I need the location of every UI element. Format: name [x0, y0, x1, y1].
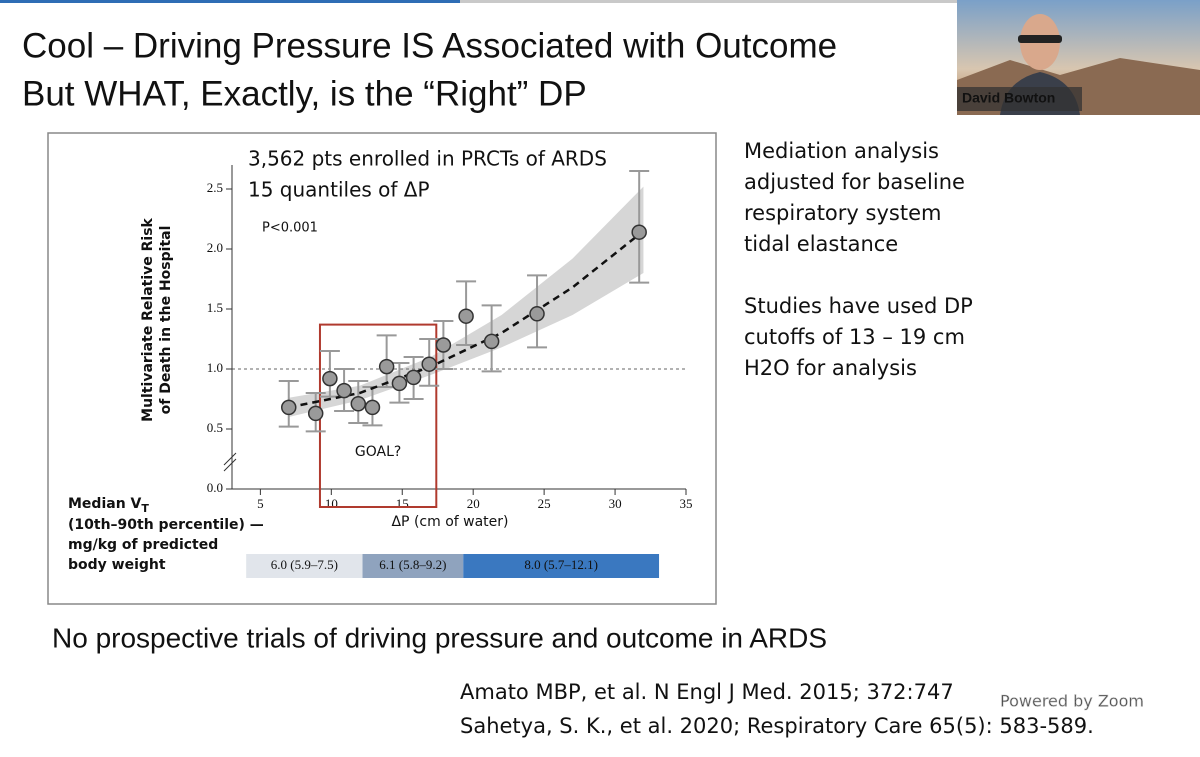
- reference: Sahetya, S. K., et al. 2020; Respiratory…: [460, 714, 1094, 738]
- point: [378, 358, 395, 375]
- goal-label: GOAL?: [355, 444, 401, 460]
- axis-break: [223, 452, 237, 472]
- x-tick-label: 35: [680, 496, 693, 511]
- point: [435, 337, 452, 353]
- vt-band-label: 6.0 (5.9–7.5): [271, 557, 338, 572]
- notes: Mediation analysis adjusted for baseline r…: [744, 139, 973, 380]
- y-tick-label: 1.0: [207, 360, 223, 375]
- y-tick-label: 2.5: [207, 180, 223, 195]
- point: [281, 399, 297, 416]
- point: [391, 375, 408, 392]
- x-tick-label: 25: [538, 496, 551, 511]
- vt-band: [246, 554, 363, 578]
- vt-band: [463, 554, 660, 578]
- vt-band-label: 8.0 (5.7–12.1): [524, 557, 598, 572]
- x-tick-label: 15: [396, 496, 409, 511]
- note-line: Mediation analysis: [744, 139, 939, 163]
- vt-label-head: Median V: [68, 496, 142, 512]
- statement: No prospective trials of driving pressur…: [52, 622, 827, 653]
- vt-label: Median VT: [68, 496, 149, 515]
- x-tick-label: 20: [467, 496, 480, 511]
- annotation: 3,562 pts enrolled in PRCTs of ARDS: [248, 147, 607, 171]
- y-tick-label: 0.0: [207, 480, 223, 495]
- note-line: Studies have used DP: [744, 294, 973, 318]
- x-tick-label: 30: [609, 496, 622, 511]
- point: [364, 399, 381, 416]
- note-line: cutoffs of 13 – 19 cm: [744, 325, 965, 349]
- slide-title: But WHAT, Exactly, is the “Right” DP: [22, 74, 587, 113]
- vt-label: body weight: [68, 557, 166, 573]
- vt-band-label: 6.1 (5.8–9.2): [379, 557, 446, 572]
- y-tick-label: 2.0: [207, 240, 223, 255]
- point: [322, 370, 338, 387]
- note-line: adjusted for baseline: [744, 170, 965, 194]
- point: [631, 224, 647, 240]
- vt-band: [362, 554, 464, 578]
- y-axis-label: of Death in the Hospital: [158, 226, 174, 415]
- y-axis-label: Multivariate Relative Risk: [140, 217, 156, 421]
- point: [483, 333, 500, 350]
- point: [405, 369, 422, 386]
- top-bar: [0, 0, 460, 3]
- x-axis-label: ΔP (cm of water): [391, 514, 508, 530]
- annotation: 15 quantiles of ΔP: [248, 178, 430, 202]
- y-tick-label: 0.5: [207, 420, 223, 435]
- top-bar-rest: [460, 0, 1200, 3]
- video-tile: David Bowton: [957, 0, 1200, 115]
- note-line: respiratory system: [744, 201, 941, 225]
- point: [421, 356, 437, 372]
- note-line: H2O for analysis: [744, 356, 917, 380]
- reference: Amato MBP, et al. N Engl J Med. 2015; 37…: [460, 680, 954, 704]
- vt-label: (10th–90th percentile) —: [68, 517, 264, 533]
- point: [350, 396, 367, 412]
- chart: 0.0 0.5 1.0 1.5 2.0 2.5 5 10 15 20 25 30 35 ΔP (cm of…: [68, 147, 693, 578]
- slide-title: Cool – Driving Pressure IS Associated wi…: [22, 26, 837, 65]
- x-tick-label: 5: [257, 496, 264, 511]
- y-tick-label: 1.5: [207, 300, 223, 315]
- watermark: Powered by Zoom: [1000, 692, 1144, 711]
- participant-name: David Bowton: [962, 90, 1055, 106]
- point: [336, 382, 352, 399]
- p-value: P<0.001: [262, 221, 318, 236]
- point: [307, 405, 324, 422]
- point: [458, 308, 474, 324]
- vt-label-subscript: T: [141, 502, 149, 515]
- note-line: tidal elastance: [744, 232, 898, 256]
- point: [529, 306, 545, 322]
- x-tick-label: 10: [325, 496, 338, 511]
- vt-label: mg/kg of predicted: [68, 537, 218, 553]
